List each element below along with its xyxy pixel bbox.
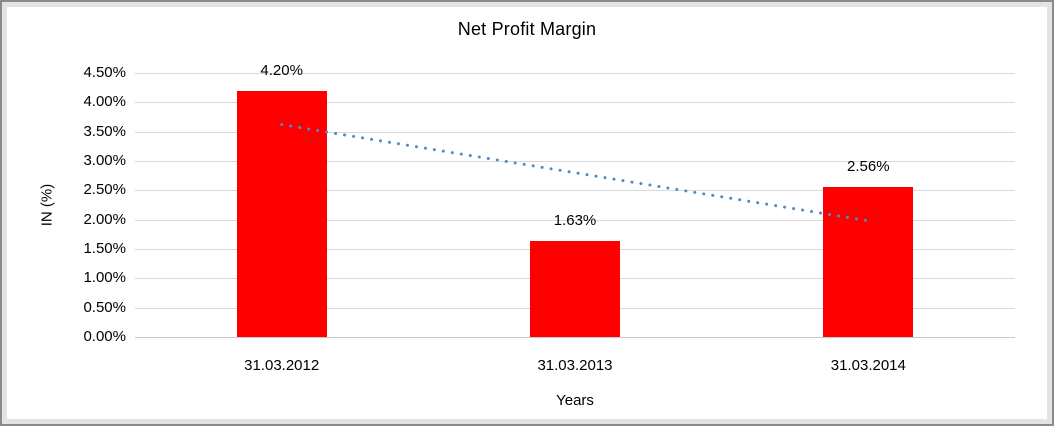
gridline <box>135 102 1015 104</box>
bar-value-label: 1.63% <box>553 212 597 230</box>
chart-title: Net Profit Margin <box>457 19 597 39</box>
bar-value-label: 4.20% <box>260 61 303 79</box>
trendline-segment <box>280 123 870 223</box>
y-tick-label: 2.00% <box>83 210 126 228</box>
bar-31.03.2012 <box>236 90 327 337</box>
bar-31.03.2014 <box>823 186 914 337</box>
y-tick-label: 1.00% <box>83 269 126 287</box>
x-axis-title: Years <box>556 392 594 409</box>
y-tick-label: 3.50% <box>83 122 126 140</box>
category-label: 31.03.2014 <box>830 357 906 374</box>
bar-value-label: 2.56% <box>847 157 890 175</box>
gridline <box>135 73 1015 74</box>
y-tick-label: 0.00% <box>83 328 126 345</box>
category-label: 31.03.2012 <box>244 357 320 374</box>
y-tick-label: 3.00% <box>83 152 126 169</box>
category-axis-line <box>135 337 1015 338</box>
y-tick-label: 4.00% <box>83 93 126 111</box>
category-label: 31.03.2013 <box>537 357 613 374</box>
y-tick-label: 0.50% <box>83 298 126 316</box>
y-tick-label: 2.50% <box>83 181 126 199</box>
bar-31.03.2013 <box>530 241 620 337</box>
y-tick-label: 4.50% <box>83 64 126 81</box>
plot-area <box>135 73 1015 338</box>
y-tick-label: 1.50% <box>83 240 126 257</box>
